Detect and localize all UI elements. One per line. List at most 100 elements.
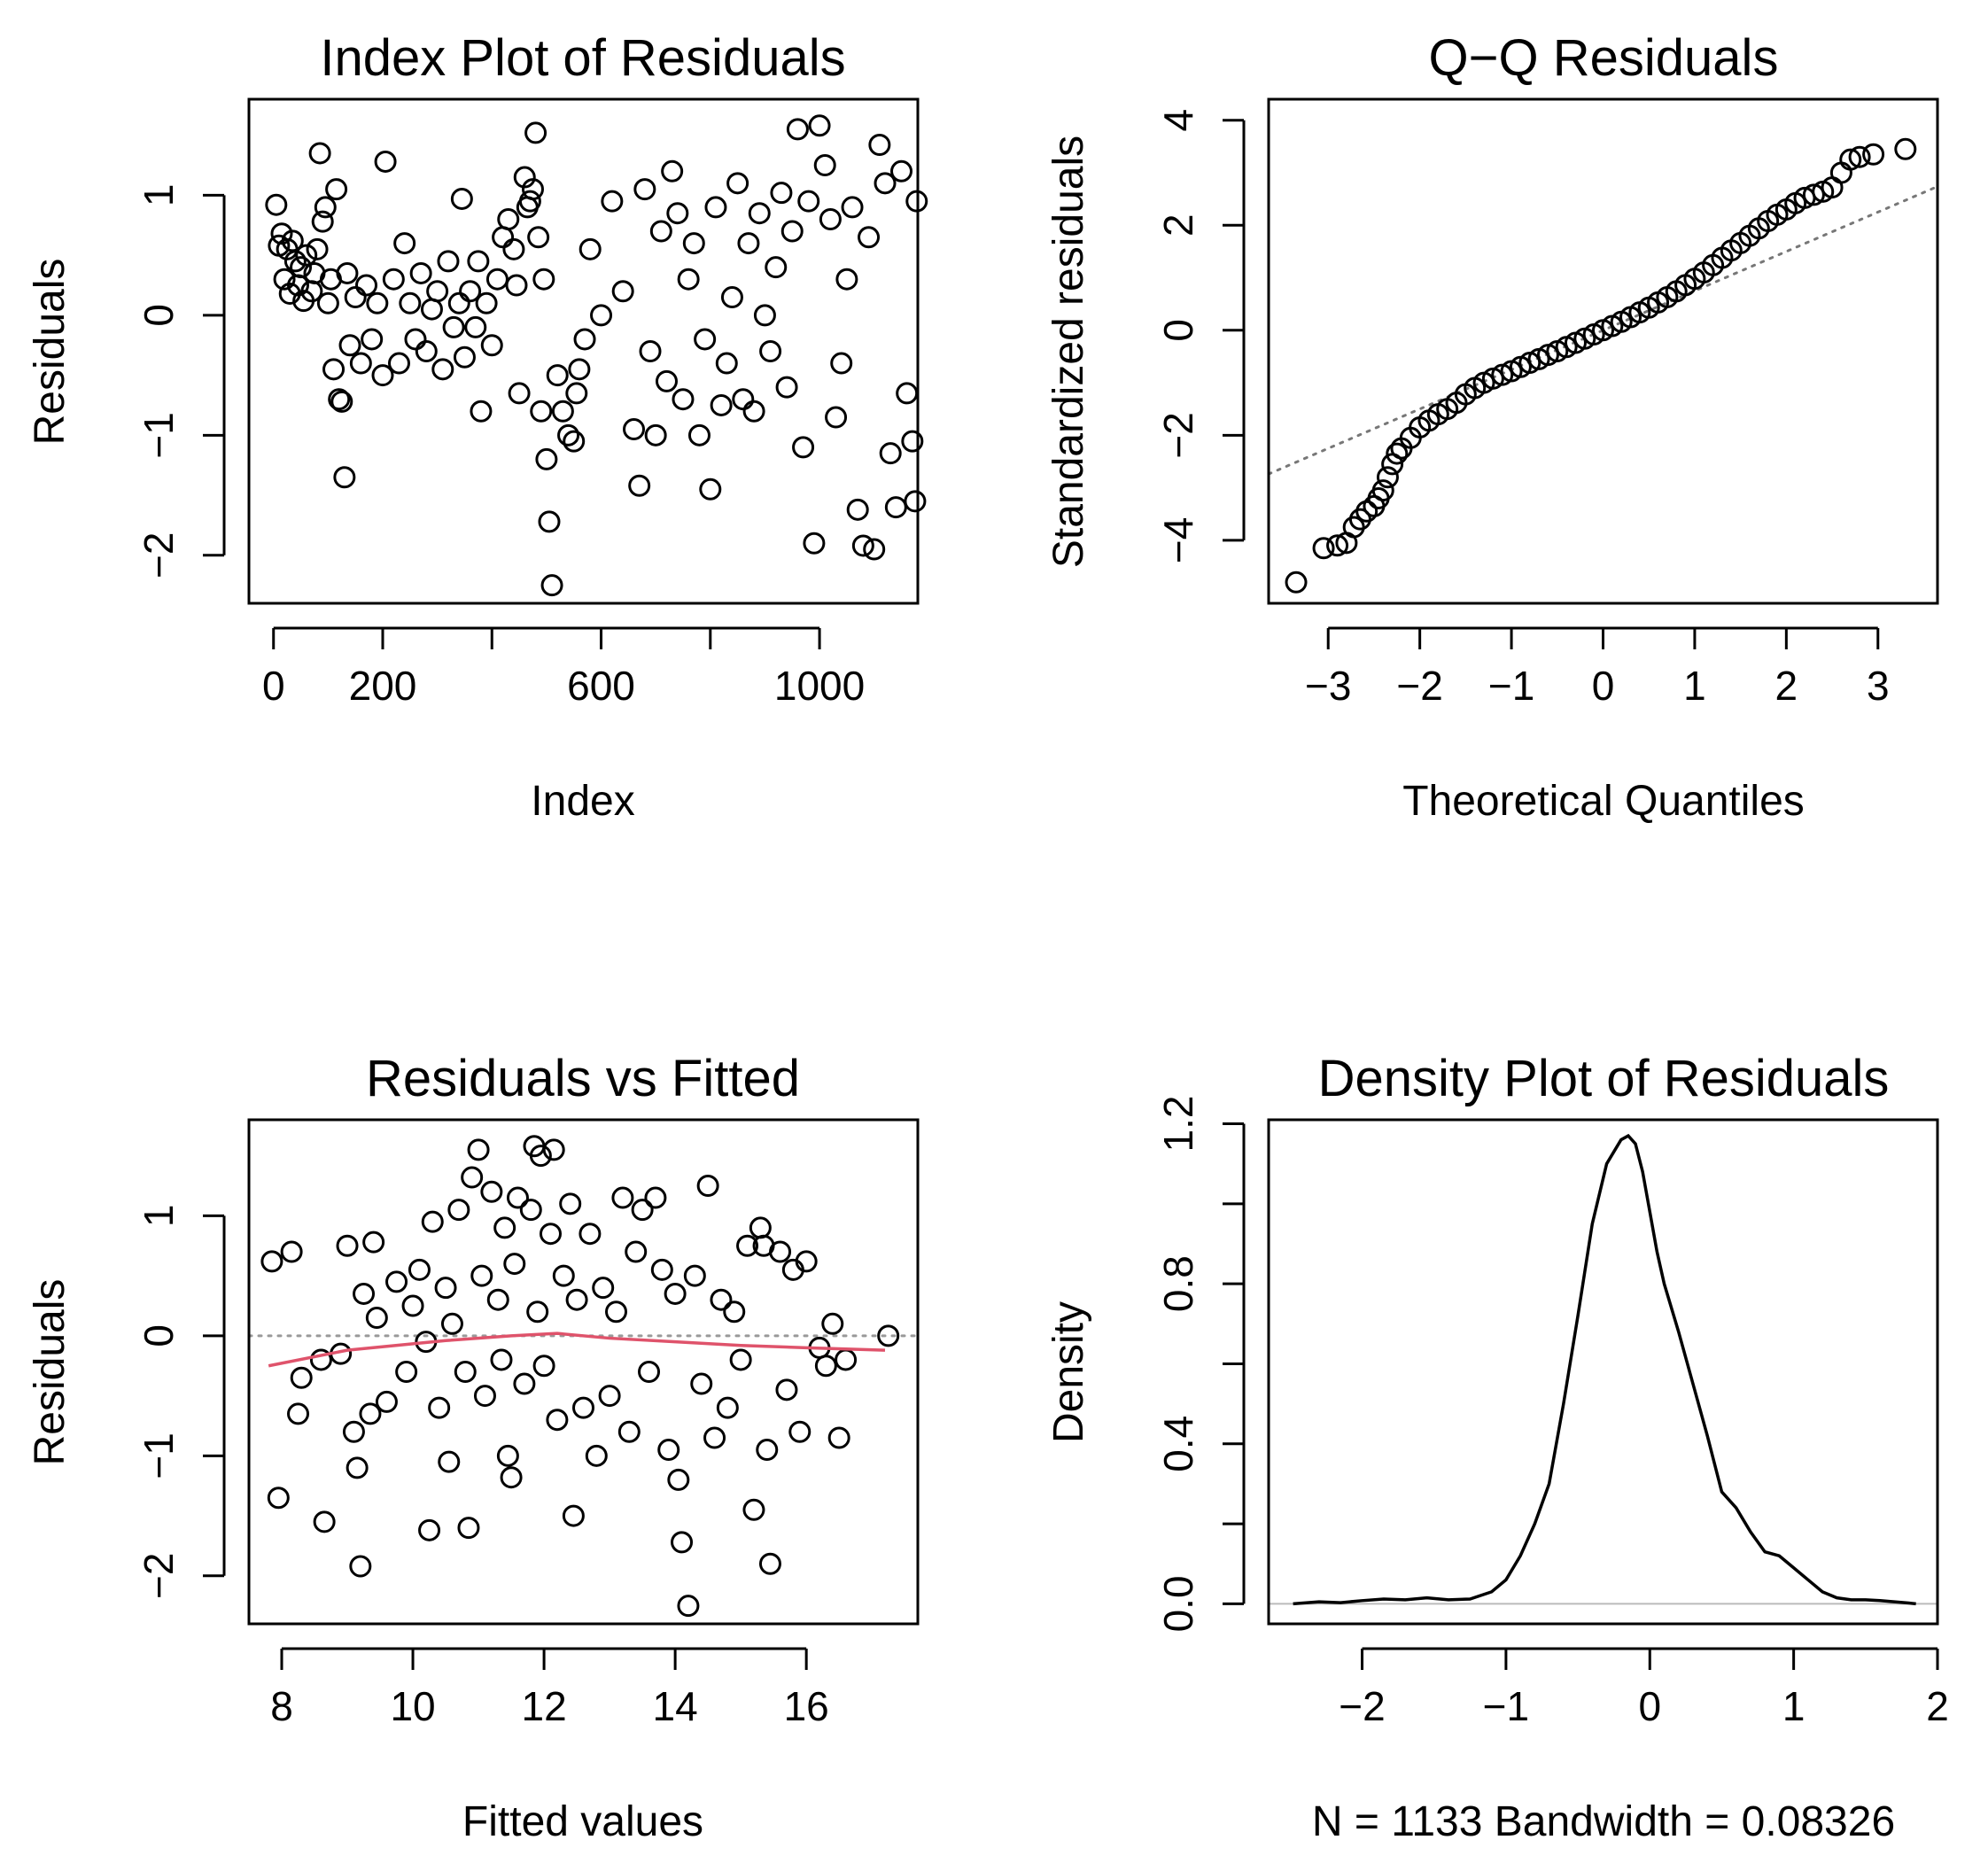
- index-plot-point: [404, 328, 427, 351]
- resid-vs-fitted-point: [562, 1504, 585, 1527]
- resid-vs-fitted-point: [486, 1288, 509, 1311]
- index-plot-point: [399, 291, 422, 314]
- qq-plot-y-tick-label: −2: [1155, 412, 1201, 458]
- index-plot-point: [409, 261, 432, 284]
- resid-vs-fitted-point: [280, 1240, 303, 1263]
- resid-vs-fitted-y-tick-label: 0: [136, 1324, 182, 1347]
- density-plot-x-tick-label: 0: [1638, 1683, 1661, 1729]
- index-plot-point: [393, 232, 416, 255]
- index-plot-point: [687, 423, 711, 446]
- resid-vs-fitted-y-tick-label: 1: [136, 1205, 182, 1228]
- index-plot-point: [904, 490, 927, 513]
- index-plot-point: [770, 182, 793, 205]
- index-plot-point: [265, 193, 288, 216]
- resid-vs-fitted-point: [758, 1552, 781, 1575]
- resid-vs-fitted-point: [565, 1288, 588, 1311]
- resid-vs-fitted-x-tick-label: 8: [270, 1683, 293, 1729]
- index-plot-point: [505, 274, 528, 297]
- index-plot-point: [813, 154, 836, 177]
- density-plot-x-tick-label: −1: [1483, 1683, 1529, 1729]
- index-plot-frame: [247, 97, 920, 605]
- resid-vs-fitted-point: [579, 1223, 602, 1246]
- resid-vs-fitted-point: [598, 1385, 621, 1408]
- resid-vs-fitted-point: [473, 1385, 496, 1408]
- resid-vs-fitted-point: [342, 1420, 365, 1443]
- index-plot-point: [535, 447, 558, 470]
- resid-vs-fitted-point: [313, 1510, 336, 1533]
- index-plot-point: [551, 400, 574, 423]
- qq-plot-y-tick-label: 0: [1155, 319, 1201, 342]
- qq-plot-point: [1894, 137, 1917, 160]
- index-plot-point: [366, 291, 389, 314]
- resid-vs-fitted-point: [503, 1253, 526, 1276]
- index-plot-point: [290, 256, 313, 279]
- index-plot-point: [349, 352, 372, 375]
- resid-vs-fitted-smooth-line: [268, 1331, 886, 1368]
- index-plot-point: [563, 430, 586, 453]
- resid-vs-fitted-ylabel: Residuals: [27, 1279, 74, 1466]
- resid-vs-fitted-point: [506, 1186, 529, 1209]
- resid-vs-fitted-point: [814, 1355, 837, 1378]
- resid-vs-fitted-point: [617, 1420, 641, 1443]
- density-plot-title: Density Plot of Residuals: [1318, 1050, 1890, 1107]
- index-plot-point: [780, 220, 804, 243]
- resid-vs-fitted-point: [775, 1378, 798, 1401]
- resid-vs-fitted-point: [703, 1426, 726, 1449]
- resid-vs-fitted-y-tick-label: −2: [136, 1553, 182, 1599]
- index-plot-point: [521, 178, 544, 201]
- resid-vs-fitted-point: [519, 1199, 542, 1222]
- qq-plot-point: [1839, 148, 1862, 171]
- density-plot-ylabel: Density: [1045, 1301, 1092, 1443]
- index-plot-point: [532, 268, 555, 291]
- density-plot-x-tick-label: −2: [1339, 1683, 1385, 1729]
- resid-vs-fitted-point: [546, 1409, 569, 1432]
- resid-vs-fitted-point: [490, 1348, 513, 1371]
- resid-vs-fitted-point: [539, 1223, 562, 1246]
- index-plot-point: [868, 133, 891, 156]
- resid-vs-fitted-point: [827, 1426, 850, 1449]
- index-plot-point: [655, 369, 678, 392]
- index-plot-x-tick-label: 1000: [774, 663, 865, 709]
- index-plot-point: [355, 274, 378, 297]
- index-plot-point: [426, 280, 449, 303]
- resid-vs-fitted-point: [638, 1361, 661, 1383]
- index-plot-y-tick-label: −1: [136, 412, 182, 458]
- index-plot-point: [333, 466, 356, 489]
- resid-vs-fitted-point: [657, 1439, 680, 1462]
- index-plot-point: [540, 574, 563, 597]
- resid-vs-fitted-point: [529, 1145, 552, 1168]
- index-plot-point: [568, 358, 591, 381]
- index-plot-point: [661, 159, 684, 182]
- index-plot-point: [546, 364, 569, 387]
- index-plot-point: [338, 334, 361, 357]
- resid-vs-fitted-point: [513, 1372, 536, 1395]
- index-plot-point: [759, 340, 782, 362]
- index-plot-point: [344, 286, 367, 309]
- index-plot-point: [475, 291, 498, 314]
- index-plot-point: [742, 400, 765, 423]
- resid-vs-fitted-point: [644, 1186, 667, 1209]
- resid-vs-fitted-point: [353, 1282, 376, 1305]
- resid-vs-fitted-point: [336, 1234, 359, 1257]
- index-plot-ylabel: Residuals: [27, 259, 74, 446]
- density-plot-y-tick-label: 0.4: [1155, 1416, 1201, 1472]
- index-plot-point: [737, 232, 760, 255]
- resid-vs-fitted-point: [611, 1186, 634, 1209]
- index-plot-point: [557, 423, 580, 446]
- resid-vs-fitted-point: [440, 1312, 463, 1335]
- index-plot-point: [601, 190, 624, 213]
- density-plot-x-tick-label: 2: [1926, 1683, 1949, 1729]
- resid-vs-fitted-point: [729, 1348, 752, 1371]
- index-plot-point: [644, 423, 667, 446]
- resid-vs-fitted-x-tick-label: 10: [390, 1683, 435, 1729]
- index-plot-point: [480, 334, 503, 357]
- qq-plot-point: [1848, 145, 1871, 168]
- resid-vs-fitted-point: [542, 1138, 565, 1161]
- density-plot-density-curve: [1293, 1133, 1916, 1606]
- qq-plot-x-tick-label: −2: [1396, 663, 1442, 709]
- index-plot-point: [314, 196, 337, 219]
- index-plot-point: [720, 286, 743, 309]
- qq-plot-xlabel: Theoretical Quantiles: [1402, 778, 1805, 825]
- index-plot-point: [858, 226, 881, 249]
- index-plot-point: [863, 538, 886, 561]
